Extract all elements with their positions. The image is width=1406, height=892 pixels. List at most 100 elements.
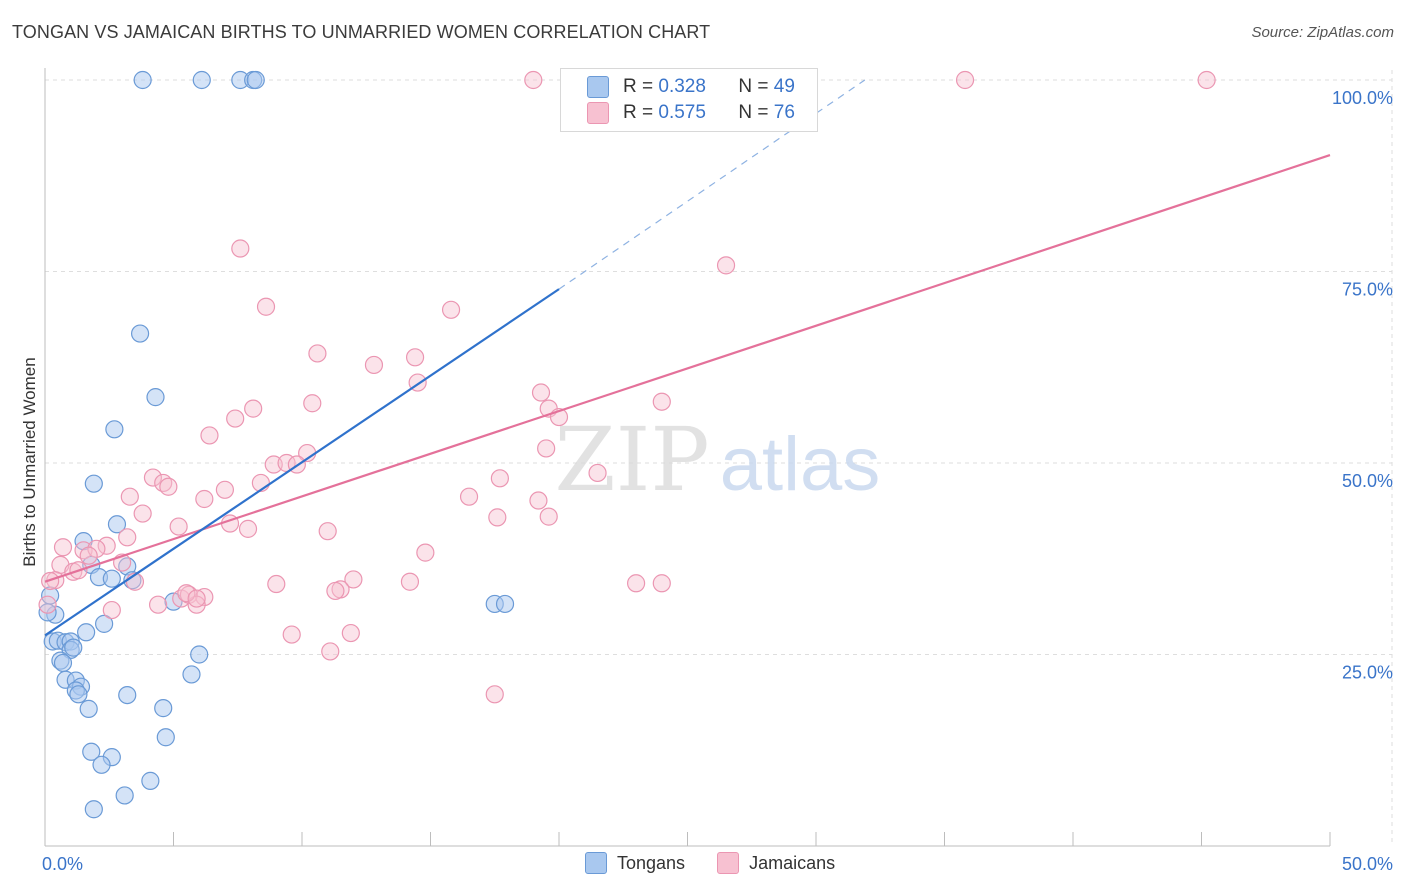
tongan-point — [84, 474, 103, 493]
jamaican-point — [416, 543, 435, 562]
jamaican-point — [79, 546, 98, 565]
y-tick-label: 50.0% — [1342, 471, 1393, 491]
jamaican-point — [238, 519, 258, 538]
jamaican-point — [326, 581, 345, 601]
jamaican-point — [215, 480, 234, 499]
jamaican-point — [195, 587, 214, 607]
tongan-point — [84, 800, 103, 819]
jamaican-point — [524, 70, 543, 90]
jamaican-point — [303, 394, 322, 413]
legend-tongans-label: Tongans — [617, 852, 686, 873]
jamaican-point — [102, 600, 121, 620]
jamaican-point — [441, 300, 461, 319]
jamaican-point — [652, 574, 671, 593]
jamaican-point — [485, 685, 504, 704]
jamaican-point — [97, 536, 116, 555]
tick-labels: 25.0% 50.0% 75.0% 100.0% 0.0% 50.0% — [42, 88, 1393, 874]
jamaican-point — [159, 477, 178, 496]
legend-n-value: 49 — [773, 76, 795, 97]
y-tick-label: 75.0% — [1342, 280, 1393, 300]
legend-jamaicans-label: Jamaicans — [749, 852, 836, 873]
legend-r-value: 0.328 — [658, 76, 706, 97]
legend-n-label: N = — [738, 76, 774, 97]
watermark-atlas: atlas — [720, 422, 881, 507]
jamaican-point — [321, 642, 340, 661]
jamaican-point — [539, 507, 558, 526]
jamaican-trend-line — [44, 154, 1331, 583]
chart-title: TONGAN VS JAMAICAN BIRTHS TO UNMARRIED W… — [12, 22, 711, 42]
jamaican-point — [364, 355, 384, 375]
jamaican-point — [118, 528, 137, 547]
jamaican-point — [400, 572, 420, 591]
jamaican-point — [1197, 70, 1216, 90]
jamaican-point — [187, 595, 206, 614]
jamaican-point — [256, 297, 276, 316]
tongans-swatch — [585, 852, 607, 874]
jamaican-point — [244, 399, 263, 418]
tongan-point — [115, 786, 134, 805]
legend-row-tongan: R = 0.328 N = 49 — [587, 75, 795, 99]
tongan-point — [118, 685, 137, 705]
tongan-point — [246, 70, 265, 90]
jamaican-point — [529, 491, 548, 510]
jamaican-point — [531, 383, 551, 402]
legend-item-tongans: Tongans — [585, 852, 685, 874]
tongan-point — [69, 685, 88, 704]
tongan-point — [95, 614, 114, 633]
tongan-point — [107, 515, 127, 534]
jamaican-point — [955, 70, 975, 90]
jamaican-point — [200, 426, 219, 445]
watermark-zip: ZIP — [554, 408, 709, 511]
tongan-points — [38, 70, 515, 819]
jamaican-swatch — [587, 102, 609, 124]
jamaican-point — [308, 344, 327, 363]
watermark: ZIP atlas — [554, 408, 880, 511]
jamaican-point — [488, 508, 507, 527]
jamaican-point — [344, 570, 363, 589]
tongan-point — [495, 594, 515, 614]
legend-r-label: R = — [623, 102, 659, 123]
jamaican-point — [226, 409, 245, 428]
tongan-trend-line — [44, 288, 560, 637]
tongan-point — [64, 638, 83, 657]
legend-r-value: 0.575 — [658, 102, 706, 123]
tongan-point — [190, 645, 209, 664]
jamaican-point — [143, 468, 163, 487]
jamaican-point — [53, 538, 73, 557]
correlation-legend: R = 0.328 N = 49 R = 0.575 N = 76 — [560, 68, 818, 132]
tongan-point — [130, 324, 150, 343]
jamaican-point — [490, 469, 509, 488]
jamaican-point — [267, 574, 286, 594]
tongan-swatch — [587, 76, 609, 98]
tongan-point — [82, 742, 101, 761]
jamaican-point — [588, 463, 607, 483]
jamaican-point — [341, 623, 360, 643]
jamaican-point — [169, 517, 188, 536]
tongan-point — [133, 70, 152, 90]
tongan-point — [156, 728, 175, 747]
jamaican-point — [652, 392, 671, 411]
tongan-point — [146, 388, 165, 407]
legend-n-value: 76 — [773, 102, 795, 123]
jamaican-point — [716, 256, 736, 275]
jamaican-point — [87, 539, 106, 558]
x-tick-label-min: 0.0% — [42, 854, 83, 874]
jamaican-points — [38, 70, 1216, 704]
jamaican-point — [459, 487, 479, 506]
tongan-point — [79, 699, 98, 718]
x-tick-label-max: 50.0% — [1342, 854, 1393, 874]
tongan-point — [38, 603, 57, 622]
tongan-point — [102, 569, 121, 588]
jamaican-point — [38, 595, 57, 614]
tongan-trend-extension — [558, 79, 866, 290]
series-legend: Tongans Jamaicans — [585, 852, 867, 874]
y-tick-label: 25.0% — [1342, 663, 1393, 683]
jamaican-point — [318, 522, 337, 541]
jamaicans-swatch — [717, 852, 740, 874]
axes — [44, 68, 1331, 847]
legend-row-jamaican: R = 0.575 N = 76 — [587, 101, 795, 125]
jamaican-point — [282, 625, 301, 644]
tongan-point — [92, 755, 111, 774]
tongan-point — [77, 623, 96, 642]
